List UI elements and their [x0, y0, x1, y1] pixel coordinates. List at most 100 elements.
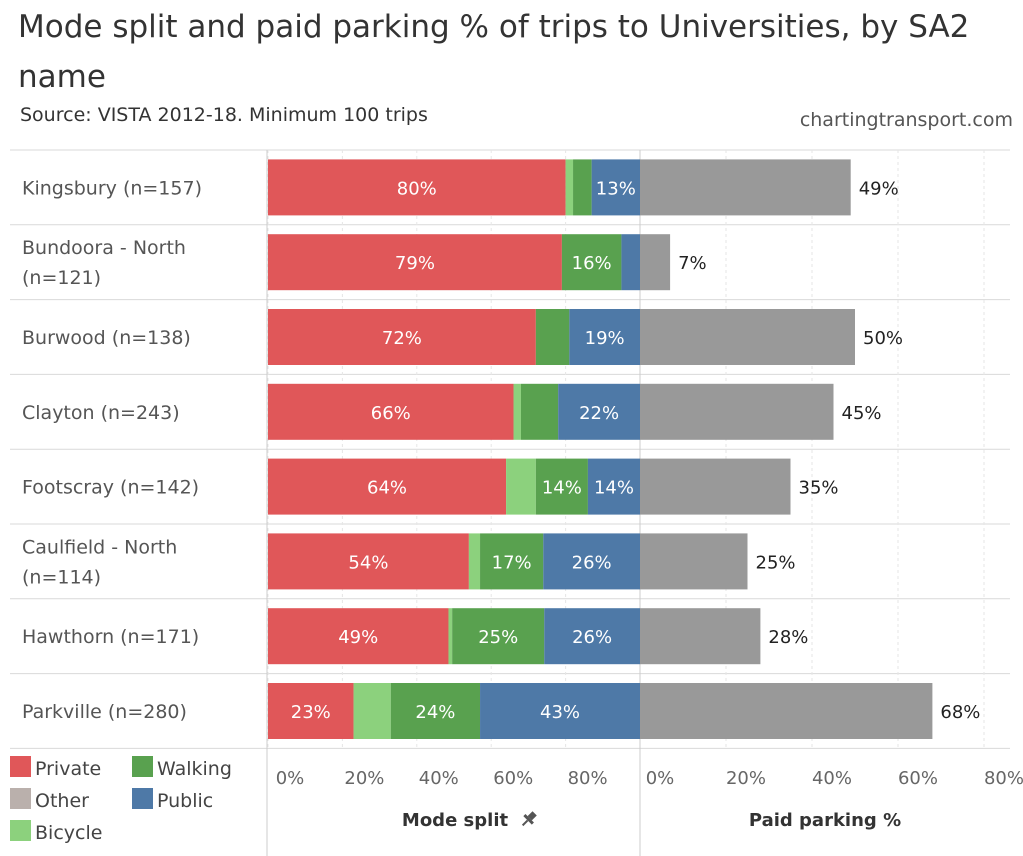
paid-parking-label: 68% — [940, 702, 980, 723]
bar-label-private: 79% — [395, 253, 435, 274]
bar-label-public: 22% — [579, 403, 619, 424]
paid-parking-label: 35% — [799, 478, 839, 499]
bar-label-public: 19% — [585, 328, 625, 349]
legend-label-public: Public — [157, 790, 213, 812]
bar-label-walking: 24% — [415, 702, 455, 723]
chart-credit: chartingtransport.com — [799, 109, 1013, 131]
bar-private — [268, 608, 449, 665]
bar-label-private: 23% — [291, 702, 331, 723]
bar-label-private: 64% — [367, 478, 407, 499]
parking-axis-title: Paid parking % — [749, 810, 901, 831]
bar-private — [268, 309, 536, 365]
bar-public — [544, 608, 640, 665]
category-label: (n=114) — [22, 566, 101, 588]
bar-bicycle — [513, 383, 521, 440]
bar-public — [591, 159, 640, 216]
parking-tick-label: 40% — [812, 768, 852, 789]
legend-swatch-bicycle — [10, 820, 31, 841]
paid-parking-label: 49% — [859, 178, 899, 199]
bar-bicycle — [565, 159, 574, 216]
bar-public — [543, 533, 640, 590]
paid-parking-label: 25% — [756, 552, 796, 573]
category-label: Footscray (n=142) — [22, 477, 199, 499]
bar-walking — [520, 383, 559, 440]
pin-icon[interactable] — [518, 809, 539, 830]
bar-label-private: 80% — [397, 178, 437, 199]
bar-paid-parking — [640, 234, 671, 291]
bar-label-private: 49% — [338, 627, 378, 648]
bar-public — [587, 458, 640, 515]
category-label: Hawthorn (n=171) — [22, 626, 199, 648]
legend-label-bicycle: Bicycle — [35, 822, 102, 844]
category-label: Clayton (n=243) — [22, 402, 180, 424]
legend-swatch-private — [10, 756, 31, 777]
bar-label-private: 72% — [382, 328, 422, 349]
bar-paid-parking — [640, 383, 834, 440]
paid-parking-label: 45% — [842, 403, 882, 424]
category-label: (n=121) — [22, 267, 101, 289]
bar-label-private: 66% — [371, 403, 411, 424]
parking-tick-label: 80% — [984, 768, 1023, 789]
bar-label-public: 13% — [596, 178, 636, 199]
bar-paid-parking — [640, 683, 933, 739]
bar-bicycle — [468, 533, 481, 590]
mode-tick-label: 80% — [568, 768, 608, 789]
bar-public — [480, 683, 640, 739]
bar-walking — [535, 309, 570, 365]
legend-swatch-walking — [132, 756, 153, 777]
parking-tick-label: 60% — [898, 768, 938, 789]
chart-subtitle: Source: VISTA 2012-18. Minimum 100 trips — [20, 104, 428, 126]
bar-label-walking: 16% — [572, 253, 612, 274]
bar-walking — [561, 234, 622, 291]
bar-paid-parking — [640, 159, 851, 216]
bar-private — [268, 683, 354, 739]
bar-private — [268, 458, 507, 515]
mode-tick-label: 20% — [344, 768, 384, 789]
bar-walking — [573, 159, 592, 216]
bar-paid-parking — [640, 533, 748, 590]
bar-public — [621, 234, 640, 291]
bar-paid-parking — [640, 309, 855, 365]
paid-parking-label: 7% — [678, 253, 707, 274]
bar-bicycle — [448, 608, 453, 665]
legend-label-walking: Walking — [157, 758, 232, 780]
bar-label-walking: 25% — [478, 627, 518, 648]
bar-walking — [480, 533, 544, 590]
category-label: Kingsbury (n=157) — [22, 177, 202, 199]
legend-swatch-other — [10, 788, 31, 809]
chart-title: Mode split and paid parking % of trips t… — [18, 9, 970, 95]
bar-paid-parking — [640, 458, 791, 515]
category-label: Bundoora - North — [22, 237, 186, 259]
mode-tick-label: 60% — [493, 768, 533, 789]
bar-label-walking: 17% — [492, 552, 532, 573]
paid-parking-label: 50% — [863, 328, 903, 349]
bar-walking — [390, 683, 481, 739]
mode-axis-title: Mode split — [402, 810, 509, 831]
bar-public — [569, 309, 640, 365]
bar-private — [268, 234, 562, 291]
paid-parking-label: 28% — [768, 627, 808, 648]
bar-label-walking: 14% — [542, 478, 582, 499]
category-label: Parkville (n=280) — [22, 701, 187, 723]
bar-paid-parking — [640, 608, 761, 665]
bar-bicycle — [506, 458, 536, 515]
mode-tick-label: 0% — [276, 768, 305, 789]
bar-private — [268, 383, 514, 440]
parking-tick-label: 0% — [646, 768, 675, 789]
category-label: Burwood (n=138) — [22, 327, 191, 349]
bar-private — [268, 533, 469, 590]
legend-label-private: Private — [35, 758, 101, 780]
bar-public — [558, 383, 640, 440]
category-label: Caulfield - North — [22, 536, 177, 558]
bar-label-public: 14% — [594, 478, 634, 499]
bar-walking — [452, 608, 545, 665]
legend-label-other: Other — [35, 790, 89, 812]
bar-label-private: 54% — [348, 552, 388, 573]
mode-tick-label: 40% — [419, 768, 459, 789]
bar-bicycle — [353, 683, 391, 739]
bar-label-public: 26% — [572, 552, 612, 573]
legend-swatch-public — [132, 788, 153, 809]
parking-tick-label: 20% — [726, 768, 766, 789]
bar-label-public: 26% — [572, 627, 612, 648]
